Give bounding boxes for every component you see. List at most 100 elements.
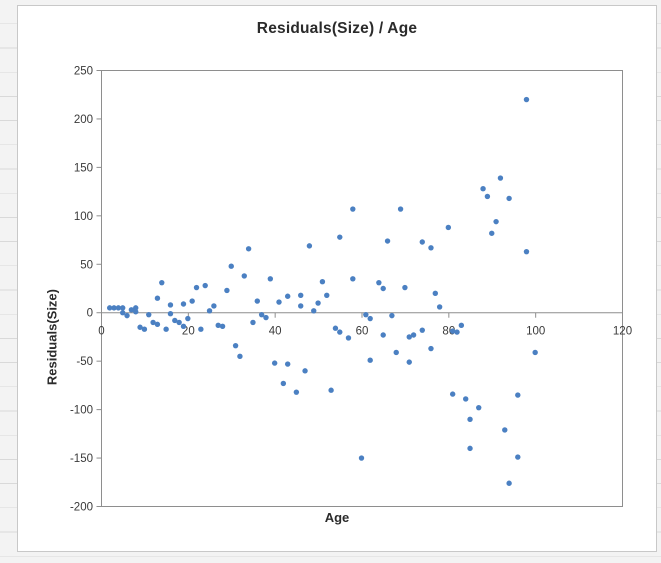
y-tick-label: -150 — [70, 453, 93, 465]
x-tick-label: 100 — [526, 326, 545, 338]
scatter-series — [106, 96, 538, 486]
data-point — [137, 324, 143, 330]
data-point — [146, 311, 152, 318]
data-point — [350, 276, 356, 282]
data-point — [523, 248, 530, 255]
data-point — [293, 389, 300, 395]
data-point — [436, 304, 443, 310]
data-point — [284, 361, 291, 367]
data-point — [150, 319, 156, 326]
y-tick-label: -50 — [76, 356, 93, 368]
data-point — [337, 234, 343, 240]
data-point — [128, 307, 135, 313]
data-point — [428, 245, 434, 251]
data-point — [141, 326, 148, 332]
data-point — [206, 308, 213, 314]
data-point — [410, 332, 417, 338]
data-point — [389, 312, 395, 319]
data-point — [263, 314, 269, 321]
data-point — [506, 480, 512, 486]
data-point — [324, 292, 330, 298]
data-point — [172, 317, 178, 324]
data-point — [480, 186, 486, 192]
data-point — [176, 319, 182, 326]
data-point — [111, 305, 117, 311]
data-point — [380, 332, 386, 338]
data-point — [467, 416, 473, 422]
data-point — [193, 284, 200, 291]
data-point — [219, 323, 226, 329]
data-point — [258, 311, 265, 318]
data-point — [384, 238, 391, 244]
chart-title: Residuals(Size) / Age — [256, 20, 418, 37]
data-point — [532, 349, 538, 356]
y-tick-label: 150 — [74, 162, 93, 174]
y-tick-label: 250 — [74, 66, 93, 78]
data-point — [298, 292, 304, 298]
plot-area-border — [101, 70, 623, 507]
data-point — [367, 315, 373, 322]
data-point — [133, 309, 139, 315]
data-point — [515, 454, 521, 460]
data-point — [245, 246, 252, 252]
data-point — [406, 334, 412, 340]
data-point — [167, 310, 174, 317]
data-point — [458, 322, 465, 329]
data-point — [306, 243, 313, 249]
y-tick-label: -200 — [70, 502, 93, 514]
data-point — [154, 295, 161, 301]
x-tick-label: 120 — [613, 326, 632, 338]
data-point — [311, 308, 317, 314]
data-point — [315, 300, 321, 306]
data-point — [159, 279, 165, 286]
data-point — [215, 322, 221, 329]
data-point — [419, 327, 425, 333]
data-point — [276, 299, 282, 305]
data-point — [319, 279, 326, 285]
data-point — [133, 305, 139, 311]
data-point — [367, 357, 373, 363]
data-point — [406, 359, 412, 365]
data-point — [237, 353, 243, 360]
data-point — [267, 276, 274, 282]
data-point — [271, 360, 278, 366]
data-point — [363, 311, 369, 318]
data-point — [280, 380, 287, 387]
data-point — [337, 329, 343, 335]
data-point — [120, 305, 126, 311]
y-tick-label: 100 — [74, 211, 93, 223]
data-point — [232, 342, 239, 349]
data-point — [189, 298, 195, 304]
data-point — [463, 396, 469, 402]
data-point — [449, 391, 456, 397]
data-point — [489, 230, 495, 236]
data-point — [493, 218, 499, 225]
data-point — [515, 392, 521, 398]
data-point — [432, 290, 439, 297]
data-point — [298, 303, 304, 309]
data-point — [380, 285, 386, 292]
data-point — [419, 239, 425, 245]
data-point — [350, 206, 356, 212]
data-point — [328, 387, 334, 393]
data-point — [284, 293, 291, 299]
data-point — [393, 349, 399, 356]
data-point — [202, 282, 208, 289]
data-point — [224, 287, 230, 294]
y-tick-label: 50 — [80, 259, 93, 271]
data-point — [198, 326, 204, 332]
x-tick-label: 0 — [98, 326, 104, 338]
y-tick-label: 200 — [74, 114, 93, 126]
data-point — [454, 329, 460, 335]
chart-area[interactable] — [17, 5, 657, 552]
data-point — [180, 323, 187, 329]
data-point — [523, 96, 530, 103]
x-tick-label: 60 — [356, 326, 369, 338]
data-point — [428, 345, 434, 352]
x-tick-label: 40 — [269, 326, 282, 338]
data-point — [120, 310, 126, 316]
y-tick-label: 0 — [87, 308, 93, 320]
data-point — [502, 427, 508, 433]
data-point — [302, 368, 308, 374]
x-axis: 0 20 40 60 80 100 120 — [98, 312, 632, 338]
